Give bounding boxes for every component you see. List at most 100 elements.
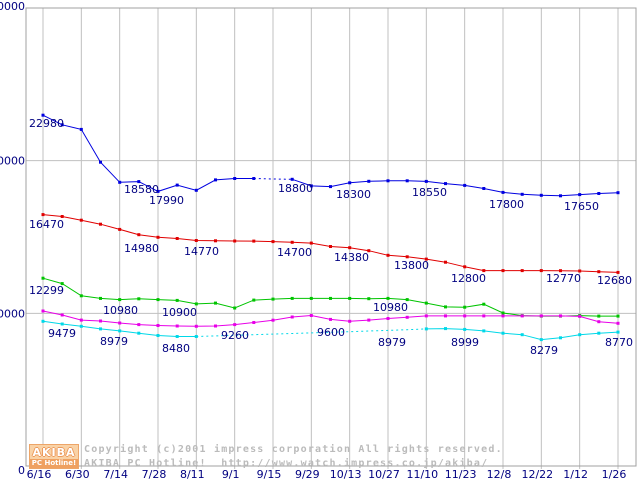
- data-marker: [482, 187, 486, 190]
- data-marker: [559, 269, 562, 273]
- x-tick-label: 1/26: [602, 468, 627, 480]
- data-marker: [252, 298, 256, 302]
- data-marker: [60, 123, 64, 127]
- value-label: 12800: [451, 272, 486, 285]
- data-marker: [60, 322, 64, 326]
- x-tick-label: 9/29: [295, 468, 320, 480]
- data-marker: [616, 330, 620, 334]
- data-marker: [386, 253, 390, 257]
- data-marker: [309, 241, 313, 245]
- data-marker: [309, 296, 313, 300]
- data-marker: [175, 324, 179, 328]
- value-label: 18300: [336, 188, 371, 201]
- data-marker: [99, 327, 102, 331]
- data-marker: [405, 298, 409, 302]
- site-credit-line: AKIBA PC Hotline! http://www.watch.impre…: [84, 458, 489, 469]
- data-marker: [290, 315, 294, 319]
- data-marker: [329, 245, 332, 248]
- x-tick-label: 8/11: [180, 468, 205, 480]
- data-marker: [99, 319, 102, 323]
- data-marker: [578, 193, 582, 197]
- data-marker: [79, 294, 83, 298]
- data-marker: [175, 237, 179, 240]
- value-label: 12299: [29, 284, 64, 297]
- series-line-dashed: [253, 178, 293, 180]
- data-marker: [290, 240, 294, 244]
- data-marker: [137, 180, 141, 184]
- data-marker: [233, 323, 237, 327]
- data-marker: [405, 315, 409, 319]
- x-tick-label: 7/14: [103, 468, 128, 480]
- data-marker: [482, 269, 486, 273]
- data-marker: [386, 296, 390, 300]
- data-marker: [175, 335, 179, 338]
- data-marker: [41, 113, 45, 117]
- data-marker: [367, 318, 371, 322]
- data-marker: [444, 327, 447, 331]
- data-marker: [41, 309, 45, 313]
- x-tick-label: 1/12: [563, 468, 588, 480]
- value-label: 9479: [48, 327, 76, 340]
- series-magenta: [41, 309, 620, 328]
- data-marker: [539, 338, 543, 342]
- value-label: 22980: [29, 117, 64, 130]
- series-line: [42, 114, 254, 192]
- data-marker: [424, 314, 428, 318]
- vertical-gridlines: [42, 8, 619, 469]
- data-marker: [194, 239, 198, 242]
- data-marker: [156, 189, 160, 193]
- data-marker: [463, 314, 467, 318]
- data-marker: [214, 178, 217, 182]
- value-label: 8979: [100, 335, 128, 348]
- value-label: 8999: [451, 336, 479, 349]
- data-marker: [137, 331, 141, 335]
- value-label: 12680: [597, 274, 632, 287]
- data-marker: [79, 127, 83, 131]
- logo-title: AKIBA: [32, 446, 76, 459]
- data-marker: [41, 276, 45, 280]
- data-marker: [79, 318, 83, 322]
- data-marker: [156, 298, 160, 302]
- data-marker: [99, 160, 102, 164]
- data-marker: [271, 318, 275, 322]
- y-tick-label: 30000: [0, 0, 25, 13]
- data-marker: [424, 257, 428, 261]
- value-label: 17800: [489, 198, 524, 211]
- data-marker: [501, 190, 505, 194]
- data-marker: [214, 239, 217, 243]
- data-marker: [118, 180, 122, 184]
- data-marker: [463, 265, 467, 269]
- data-marker: [137, 233, 141, 237]
- data-marker: [559, 194, 562, 198]
- series-red: [41, 213, 620, 274]
- data-marker: [578, 333, 582, 337]
- value-label: 16470: [29, 218, 64, 231]
- value-label: 10980: [103, 304, 138, 317]
- data-marker: [424, 327, 428, 331]
- data-marker: [41, 319, 45, 323]
- data-marker: [405, 255, 409, 259]
- data-marker: [444, 305, 447, 309]
- data-marker: [175, 183, 179, 187]
- data-marker: [444, 314, 447, 318]
- data-marker: [214, 324, 217, 328]
- value-label: 18800: [278, 182, 313, 195]
- data-marker: [175, 298, 179, 302]
- data-marker: [60, 313, 64, 317]
- y-tick-label: 20000: [0, 155, 25, 168]
- data-marker: [539, 193, 543, 197]
- data-marker: [156, 334, 160, 337]
- data-marker: [79, 218, 83, 222]
- data-marker: [309, 314, 313, 317]
- data-marker: [597, 192, 601, 195]
- data-marker: [424, 301, 428, 305]
- y-tick-label: 10000: [0, 307, 25, 320]
- data-marker: [559, 314, 562, 318]
- data-marker: [386, 179, 390, 183]
- data-marker: [578, 269, 582, 273]
- value-label: 10980: [373, 301, 408, 314]
- data-marker: [616, 321, 620, 325]
- data-marker: [501, 311, 505, 315]
